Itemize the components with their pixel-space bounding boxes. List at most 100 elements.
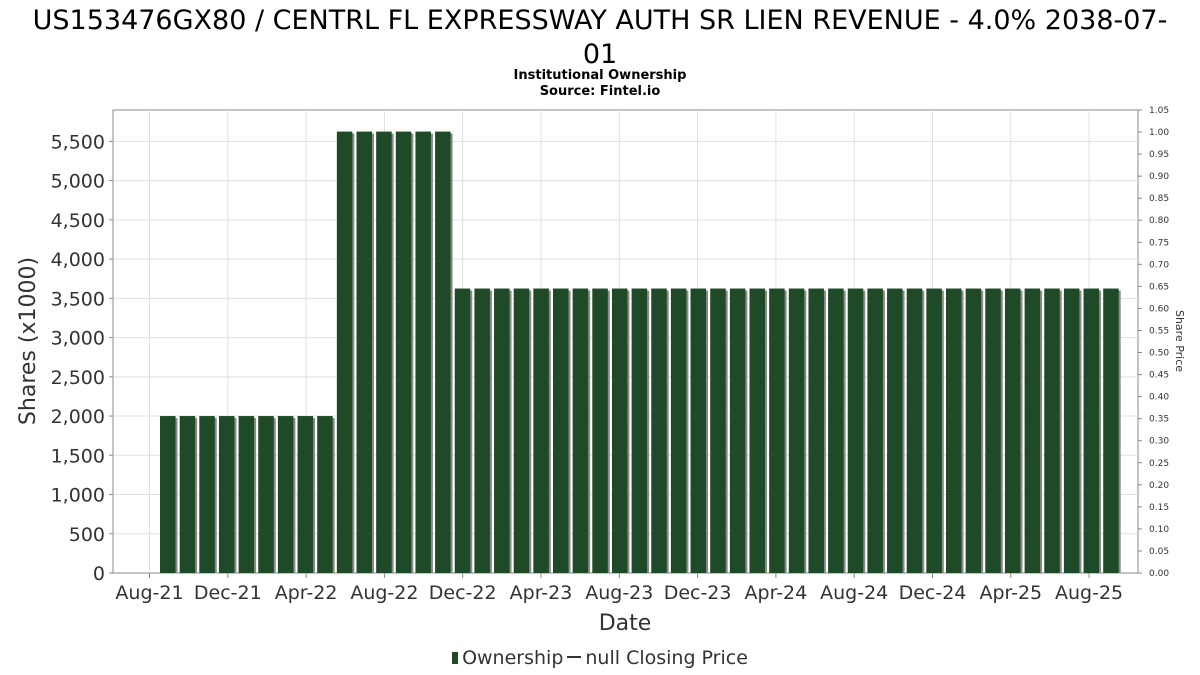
y-axis-title: Shares (x1000) bbox=[16, 257, 41, 425]
right-tick-label: 0.90 bbox=[1149, 172, 1169, 182]
ownership-bar bbox=[533, 288, 549, 573]
ownership-bar bbox=[1044, 288, 1060, 573]
left-tick-label: 3,000 bbox=[51, 328, 105, 350]
chart-title-line2: 01 bbox=[582, 39, 618, 70]
x-axis-title: Date bbox=[599, 611, 652, 636]
x-tick-label: Apr-22 bbox=[275, 582, 338, 604]
ownership-bar bbox=[395, 131, 412, 573]
x-tick-label: Aug-23 bbox=[585, 582, 653, 604]
ownership-bar bbox=[985, 288, 1001, 573]
ownership-bar bbox=[1103, 288, 1119, 573]
legend: Ownership null Closing Price bbox=[0, 647, 1200, 669]
right-tick-label: 1.00 bbox=[1149, 128, 1169, 138]
x-tick-label: Dec-23 bbox=[664, 582, 732, 604]
ownership-bar bbox=[631, 288, 648, 573]
x-tick-label: Aug-25 bbox=[1055, 582, 1123, 604]
ownership-bar bbox=[1083, 288, 1100, 573]
ownership-bar bbox=[926, 288, 942, 573]
ownership-bar bbox=[670, 288, 687, 573]
ownership-bar bbox=[513, 288, 530, 573]
ownership-bar bbox=[611, 288, 628, 573]
subtitle-line2: Source: Fintel.io bbox=[539, 84, 661, 99]
x-tick-label: Apr-24 bbox=[745, 582, 808, 604]
right-tick-label: 0.05 bbox=[1149, 547, 1169, 557]
ownership-bar bbox=[788, 288, 805, 573]
x-tick-label: Apr-23 bbox=[510, 582, 573, 604]
right-tick-label: 0.75 bbox=[1149, 238, 1169, 248]
ownership-bar bbox=[336, 131, 353, 573]
right-tick-label: 0.55 bbox=[1149, 326, 1169, 336]
ownership-bar bbox=[356, 131, 372, 573]
chart-title-line1: US153476GX80 / CENTRL FL EXPRESSWAY AUTH… bbox=[32, 5, 1168, 36]
ownership-bar bbox=[592, 288, 608, 573]
ownership-bar bbox=[553, 288, 569, 573]
left-tick-label: 5,500 bbox=[51, 131, 105, 153]
ownership-bar bbox=[651, 288, 667, 573]
right-tick-label: 0.85 bbox=[1149, 194, 1169, 204]
left-tick-label: 1,000 bbox=[51, 485, 105, 507]
left-axis-ticks: 0 500 1,000 1,500 2,000 2,500 3,000 3,500 4,000 4… bbox=[51, 131, 113, 585]
ownership-bar bbox=[199, 416, 215, 573]
right-tick-label: 0.30 bbox=[1149, 437, 1169, 447]
right-tick-label: 0.15 bbox=[1149, 503, 1169, 513]
right-tick-label: 0.50 bbox=[1149, 349, 1169, 359]
x-tick-label: Dec-22 bbox=[429, 582, 497, 604]
right-tick-label: 0.60 bbox=[1149, 304, 1169, 314]
x-tick-label: Aug-21 bbox=[115, 582, 183, 604]
right-tick-label: 0.40 bbox=[1149, 393, 1169, 403]
ownership-bar bbox=[729, 288, 746, 573]
ownership-bar bbox=[808, 288, 824, 573]
right-tick-label: 0.45 bbox=[1149, 371, 1169, 381]
right-tick-label: 0.65 bbox=[1149, 282, 1169, 292]
ownership-bar bbox=[690, 288, 707, 573]
ownership-bar bbox=[749, 288, 765, 573]
left-tick-label: 0 bbox=[93, 563, 105, 585]
ownership-bar bbox=[867, 288, 883, 573]
legend-ownership-swatch bbox=[452, 652, 459, 664]
y2-axis-title: Share Price bbox=[1173, 310, 1186, 372]
ownership-bar bbox=[258, 416, 274, 573]
right-tick-label: 0.00 bbox=[1149, 569, 1169, 579]
chart-subtitle: Institutional Ownership Source: Fintel.i… bbox=[0, 68, 1200, 100]
ownership-bar bbox=[277, 416, 294, 573]
left-tick-label: 3,500 bbox=[51, 288, 105, 310]
ownership-bar bbox=[946, 288, 962, 573]
ownership-bar bbox=[572, 288, 589, 573]
right-tick-label: 0.25 bbox=[1149, 459, 1169, 469]
left-tick-label: 1,500 bbox=[51, 445, 105, 467]
right-tick-label: 1.05 bbox=[1149, 106, 1169, 116]
ownership-bar bbox=[965, 288, 982, 573]
x-tick-label: Aug-22 bbox=[350, 582, 418, 604]
ownership-bar bbox=[218, 416, 235, 573]
left-tick-label: 5,000 bbox=[51, 171, 105, 193]
right-tick-label: 0.10 bbox=[1149, 525, 1169, 535]
left-tick-label: 500 bbox=[69, 524, 105, 546]
ownership-bar bbox=[376, 131, 392, 573]
right-axis-ticks: 0.00 0.05 0.10 0.15 0.20 0.25 0.30 0.35 0.40 0.45… bbox=[1138, 106, 1169, 579]
right-tick-label: 0.95 bbox=[1149, 150, 1169, 160]
ownership-bar bbox=[906, 288, 923, 573]
right-tick-label: 0.70 bbox=[1149, 260, 1169, 270]
ownership-bar bbox=[710, 288, 726, 573]
chart-title: US153476GX80 / CENTRL FL EXPRESSWAY AUTH… bbox=[0, 4, 1200, 72]
ownership-bar bbox=[1024, 288, 1041, 573]
x-axis-ticks: Aug-21 Dec-21 Apr-22 Aug-22 Dec-22 Apr-23 Aug-… bbox=[115, 573, 1123, 604]
legend-ownership-label: Ownership bbox=[462, 647, 564, 669]
ownership-bar bbox=[435, 131, 451, 573]
left-tick-label: 2,000 bbox=[51, 406, 105, 428]
left-tick-label: 2,500 bbox=[51, 367, 105, 389]
x-tick-label: Apr-25 bbox=[979, 582, 1042, 604]
bar-series-ownership bbox=[160, 131, 1121, 573]
ownership-bar bbox=[847, 288, 864, 573]
ownership-bar bbox=[1063, 288, 1080, 573]
left-tick-label: 4,000 bbox=[51, 249, 105, 271]
ownership-bar bbox=[474, 288, 490, 573]
ownership-bar bbox=[297, 416, 314, 573]
x-tick-label: Aug-24 bbox=[820, 582, 888, 604]
left-tick-label: 4,500 bbox=[51, 210, 105, 232]
right-tick-label: 0.80 bbox=[1149, 216, 1169, 226]
x-tick-label: Dec-21 bbox=[194, 582, 262, 604]
legend-price-line bbox=[567, 656, 582, 658]
ownership-bar bbox=[769, 288, 785, 573]
